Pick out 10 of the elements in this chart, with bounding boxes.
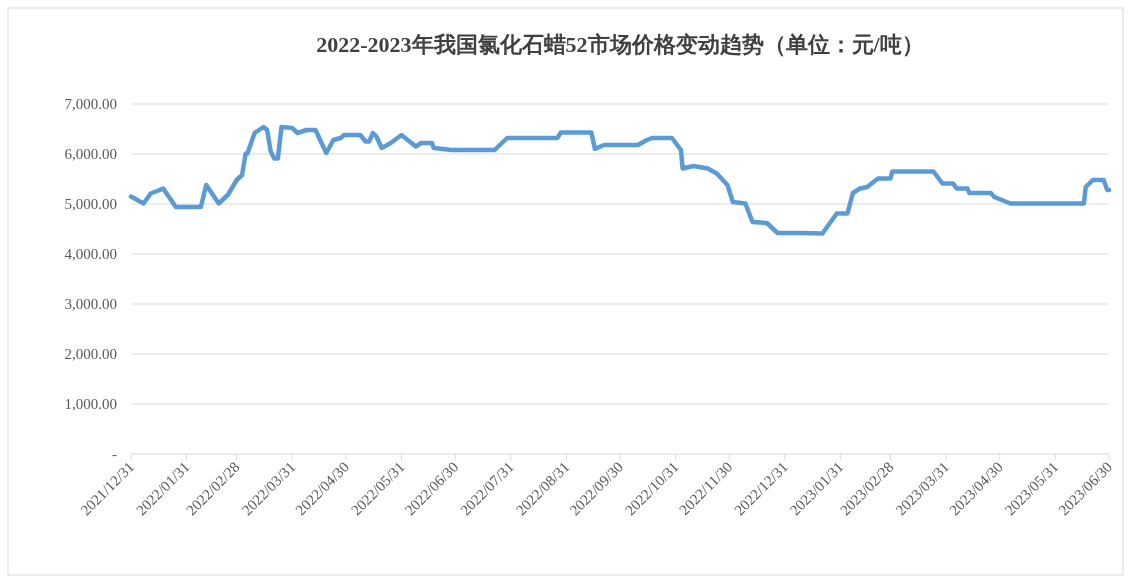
line-series bbox=[128, 124, 1112, 236]
y-tick-label: 6,000.00 bbox=[64, 146, 117, 162]
y-tick-label: 1,000.00 bbox=[64, 396, 117, 412]
y-tick-label: 5,000.00 bbox=[64, 196, 117, 212]
y-tick-label: 3,000.00 bbox=[64, 296, 117, 312]
y-tick-label: 7,000.00 bbox=[64, 96, 117, 112]
y-tick-label: 2,000.00 bbox=[64, 346, 117, 362]
chart-title: 2022-2023年我国氯化石蜡52市场价格变动趋势（单位：元/吨） bbox=[316, 32, 924, 57]
y-tick-label: - bbox=[112, 446, 117, 462]
y-tick-label: 4,000.00 bbox=[64, 246, 117, 262]
